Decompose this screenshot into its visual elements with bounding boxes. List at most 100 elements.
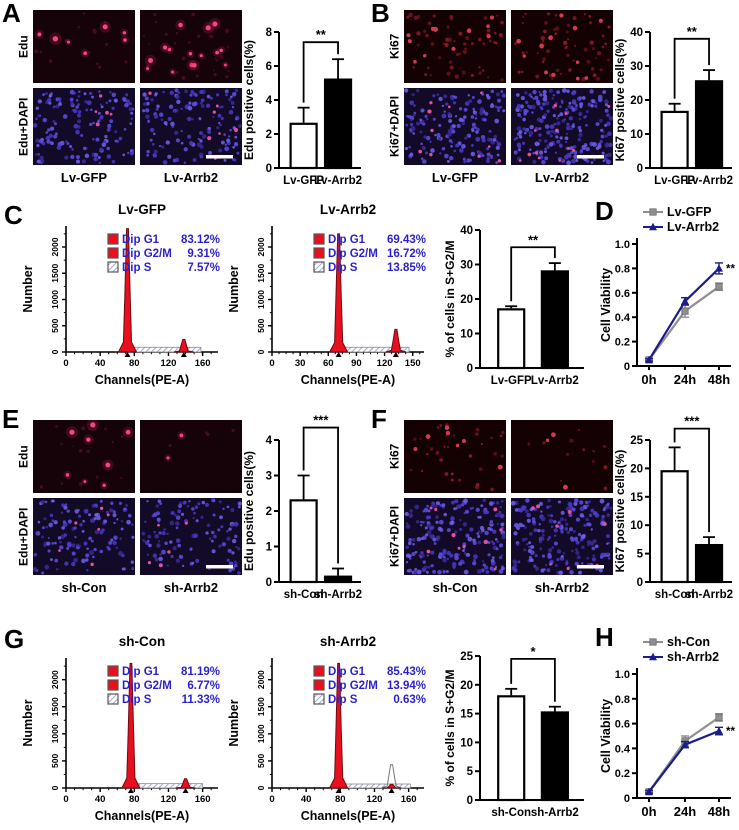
svg-text:Dip G2/M: Dip G2/M: [122, 248, 172, 260]
svg-text:11.33%: 11.33%: [182, 694, 220, 706]
svg-text:**: **: [726, 263, 735, 275]
svg-text:sh-Arrb2: sh-Arrb2: [667, 650, 719, 664]
svg-text:40: 40: [95, 358, 106, 369]
col-label: Lv-Arrb2: [534, 170, 590, 185]
svg-text:Dip G1: Dip G1: [328, 666, 366, 678]
svg-text:0.2: 0.2: [615, 337, 630, 349]
svg-text:15: 15: [460, 709, 473, 721]
line-chart-D: 0 0.2 0.4 0.6 0.8 1.0 Cell Viability 0h 24h 48h Lv…: [599, 200, 739, 394]
svg-text:Dip G2/M: Dip G2/M: [122, 680, 172, 692]
bar-chart-C: 0 10 20 30 40% of cells in S+G2/M Lv-GFP Lv-Ar…: [443, 198, 590, 392]
micrograph-cell: [33, 10, 135, 83]
col-label: sh-Arrb2: [163, 580, 219, 595]
svg-text:160: 160: [195, 358, 211, 369]
svg-text:0.6: 0.6: [615, 288, 630, 300]
svg-text:5: 5: [467, 766, 474, 778]
svg-text:Number: Number: [21, 699, 35, 746]
panel-letter-D: D: [595, 196, 614, 226]
svg-text:24h: 24h: [674, 804, 696, 819]
svg-text:0.8: 0.8: [615, 694, 630, 706]
svg-text:sh-Con: sh-Con: [491, 807, 531, 819]
svg-text:85.43%: 85.43%: [387, 666, 426, 678]
svg-text:3: 3: [266, 471, 272, 483]
svg-text:sh-Arrb2: sh-Arrb2: [685, 589, 733, 601]
svg-text:sh-Arrb2: sh-Arrb2: [314, 589, 362, 601]
svg-text:30: 30: [630, 61, 643, 73]
svg-text:0: 0: [269, 794, 274, 805]
bar-chart-G: 0 5 10 15 20 25% of cells in S+G2/M sh-Con sh-A…: [443, 624, 590, 824]
svg-text:8: 8: [266, 27, 273, 39]
svg-text:0: 0: [266, 577, 272, 589]
svg-text:Dip S: Dip S: [328, 694, 358, 706]
svg-text:% of cells in S+G2/M: % of cells in S+G2/M: [444, 240, 457, 357]
svg-text:160: 160: [195, 794, 211, 805]
svg-text:0: 0: [269, 358, 274, 369]
panel-letter-B: B: [371, 0, 390, 28]
svg-text:0: 0: [624, 793, 630, 805]
svg-text:Dip G1: Dip G1: [122, 234, 160, 246]
row-label: Edu+DAPI: [16, 97, 31, 156]
svg-text:1000: 1000: [50, 290, 60, 309]
micrograph-cell: [140, 10, 242, 83]
svg-text:Channels(PE-A): Channels(PE-A): [301, 809, 395, 823]
panel-letter-F: F: [371, 404, 387, 434]
panel-A: A Edu Edu+DAPI Lv-GFP Lv-Arrb2 0 2 4 6 8 Edu pos…: [0, 0, 369, 196]
svg-text:Lv-Arrb2: Lv-Arrb2: [531, 375, 579, 387]
panel-letter-A: A: [2, 0, 21, 28]
bar-chart-A: 0 2 4 6 8 Edu positive cells(%) Lv-GFP Lv-Arrb2…: [242, 0, 367, 192]
svg-text:1500: 1500: [50, 697, 60, 716]
svg-text:Number: Number: [227, 699, 241, 746]
svg-text:83.12%: 83.12%: [181, 234, 220, 246]
panel-E: E Edu Edu+DAPI sh-Con sh-Arrb2 0 1 2 3 4 Edu pos…: [0, 396, 369, 610]
svg-text:***: ***: [684, 414, 700, 429]
svg-text:Lv-Arrb2: Lv-Arrb2: [667, 220, 719, 234]
row-label: Edu: [16, 35, 31, 58]
svg-text:5: 5: [637, 549, 644, 561]
svg-text:10: 10: [460, 737, 473, 749]
svg-text:0.4: 0.4: [615, 743, 631, 755]
svg-text:Number: Number: [227, 265, 241, 312]
bar-chart-B: 0 10 20 30 40 Ki67 positive cells(%) Lv-GFP Lv-…: [613, 0, 738, 192]
bar-chart-svg: 0 2 4 6 8 Edu positive cells(%) Lv-GFPLv-Arrb2…: [242, 27, 362, 187]
svg-text:0: 0: [50, 785, 60, 790]
svg-text:40: 40: [95, 794, 106, 805]
svg-text:Edu positive cells(%): Edu positive cells(%): [243, 40, 256, 160]
bar-chart-svg: 0 1 2 3 4 Edu positive cells(%) sh-Consh-Arrb2…: [242, 413, 362, 601]
micrograph-cell: [404, 10, 506, 83]
svg-text:0: 0: [467, 795, 473, 807]
svg-text:1000: 1000: [50, 724, 60, 743]
row-label: Ki67+DAPI: [387, 95, 402, 158]
panel-D: D 0 0.2 0.4 0.6 0.8 1.0 Cell Viability 0h 24h 48h…: [595, 196, 739, 396]
svg-text:**: **: [726, 726, 735, 738]
line-chart-svg: 0 0.2 0.4 0.6 0.8 1.0 Cell Viability 0h 24h 48h Lv…: [599, 205, 735, 387]
svg-text:Channels(PE-A): Channels(PE-A): [95, 373, 189, 387]
flow-histogram-svg: sh-Arrb2 0 500 1000 1500 2000 0 40 80 120 160 Chann…: [227, 634, 426, 823]
svg-text:0h: 0h: [641, 372, 656, 387]
panel-G: G sh-Con 0 500 1000 1500 2000 0 40 80 120 160 Chann…: [0, 610, 595, 830]
svg-text:2: 2: [266, 129, 272, 141]
panel-letter-C: C: [4, 200, 23, 230]
svg-text:Ki67 positive cells(%): Ki67 positive cells(%): [614, 450, 627, 573]
svg-text:Ki67 positive cells(%): Ki67 positive cells(%): [614, 39, 627, 162]
svg-text:Dip G2/M: Dip G2/M: [328, 248, 378, 260]
micrograph-cell: [140, 420, 242, 493]
svg-text:Number: Number: [21, 265, 35, 312]
svg-text:7.57%: 7.57%: [187, 262, 220, 274]
row-label: Ki67+DAPI: [387, 505, 402, 568]
svg-text:1500: 1500: [256, 697, 266, 716]
svg-text:% of cells in S+G2/M: % of cells in S+G2/M: [444, 669, 457, 786]
panel-letter-E: E: [2, 404, 20, 434]
svg-text:0: 0: [637, 577, 643, 589]
svg-text:90: 90: [351, 358, 362, 369]
svg-text:0.63%: 0.63%: [393, 694, 426, 706]
svg-text:20: 20: [460, 294, 473, 306]
panel-F: F Ki67 Ki67+DAPI sh-Con sh-Arrb2 0 5 10 15 20 25…: [369, 396, 739, 610]
svg-text:48h: 48h: [708, 804, 730, 819]
svg-text:0.6: 0.6: [615, 719, 630, 731]
svg-text:Lv-GFP: Lv-GFP: [654, 175, 695, 187]
svg-text:20: 20: [460, 680, 473, 692]
svg-text:1.0: 1.0: [615, 669, 630, 681]
svg-text:Dip S: Dip S: [122, 262, 152, 274]
